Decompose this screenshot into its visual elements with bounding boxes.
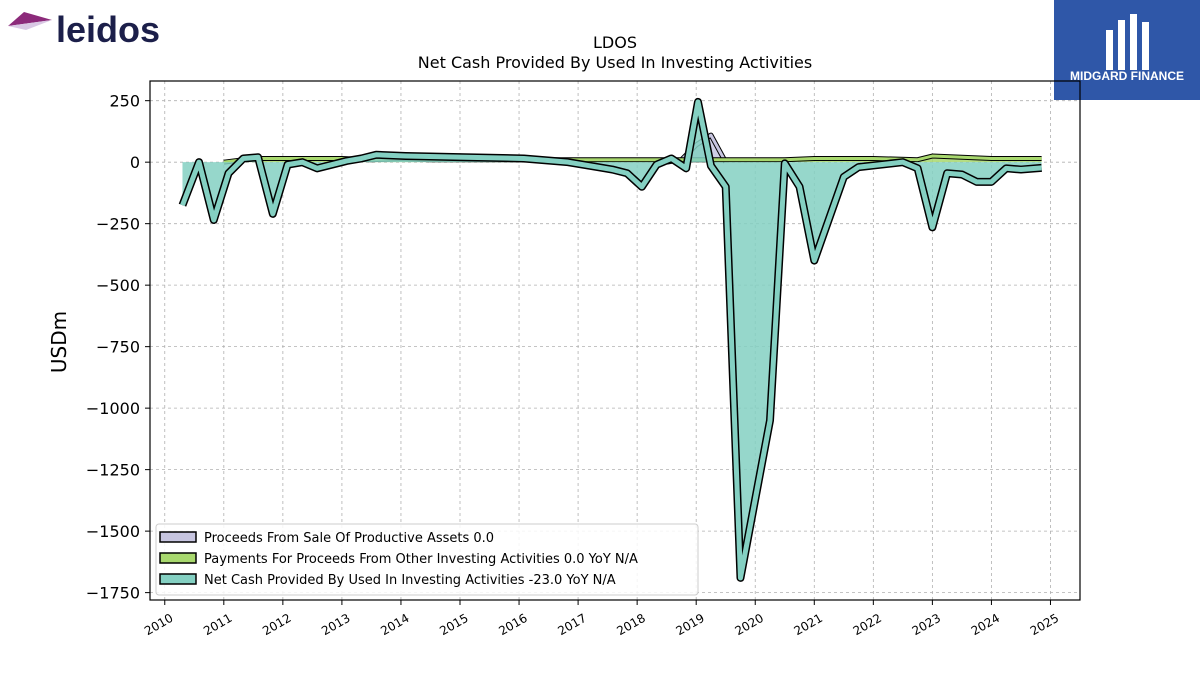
x-tick-label: 2014 xyxy=(378,611,411,638)
y-axis-label: USDm xyxy=(47,311,71,373)
y-tick-label: −250 xyxy=(96,215,140,234)
x-tick-label: 2024 xyxy=(969,611,1002,638)
net-cash-provided-by-used-in-investing-activities-line xyxy=(180,99,1042,581)
midgard-finance-emblem: MIDGARD FINANCE xyxy=(1070,14,1184,83)
x-tick-label: 2010 xyxy=(142,611,175,638)
y-tick-label: 0 xyxy=(130,153,140,172)
x-tick-label: 2021 xyxy=(792,611,825,638)
chart-subtitle: Net Cash Provided By Used In Investing A… xyxy=(418,53,812,72)
midgard-finance-logo: MIDGARD FINANCE xyxy=(1054,0,1200,100)
leidos-wordmark: leidos xyxy=(56,9,160,50)
x-tick-label: 2017 xyxy=(555,611,588,638)
x-tick-label: 2016 xyxy=(496,611,529,638)
y-tick-label: −1000 xyxy=(86,399,140,418)
x-tick-label: 2012 xyxy=(260,611,293,638)
y-tick-label: 250 xyxy=(109,92,140,111)
emblem-bar-4 xyxy=(1142,22,1149,70)
midgard-finance-label: MIDGARD FINANCE xyxy=(1070,69,1184,83)
x-tick-label: 2019 xyxy=(673,611,706,638)
y-tick-label: −1250 xyxy=(86,461,140,480)
series-layer xyxy=(178,97,1042,582)
legend-entry: Proceeds From Sale Of Productive Assets … xyxy=(204,531,494,546)
x-tick-label: 2018 xyxy=(614,611,647,638)
legend: Proceeds From Sale Of Productive Assets … xyxy=(155,523,699,596)
net-cash-provided-by-used-in-investing-activities-outline xyxy=(178,97,1042,582)
legend-swatch xyxy=(159,552,197,564)
x-tick-label: 2015 xyxy=(437,611,470,638)
emblem-bar-2 xyxy=(1118,20,1125,70)
x-tick-label: 2025 xyxy=(1028,611,1061,638)
legend-entry: Payments For Proceeds From Other Investi… xyxy=(204,552,638,567)
legend-swatch xyxy=(159,573,197,585)
x-tick-label: 2020 xyxy=(733,611,766,638)
x-tick-label: 2022 xyxy=(851,611,884,638)
emblem-bar-1 xyxy=(1106,30,1113,70)
x-tick-label: 2013 xyxy=(319,611,352,638)
leidos-mark-light xyxy=(8,20,52,30)
chart-title: LDOS xyxy=(593,33,637,52)
legend-swatch xyxy=(159,531,197,543)
y-tick-label: −750 xyxy=(96,338,140,357)
leidos-logo: leidos xyxy=(8,9,160,50)
legend-box xyxy=(155,523,699,596)
x-tick-label: 2011 xyxy=(201,611,234,638)
plot-frame xyxy=(149,80,1081,601)
x-tick-label: 2023 xyxy=(910,611,943,638)
legend-entry: Net Cash Provided By Used In Investing A… xyxy=(204,573,616,588)
leidos-mark-dark xyxy=(8,12,52,26)
y-tick-label: −500 xyxy=(96,276,140,295)
payments-for-proceeds-from-other-investing-activities-line xyxy=(223,154,1042,164)
axes: 2010 2011 2012 2013 2014 2015 2016 2017 2018 2019… xyxy=(86,92,1061,639)
emblem-bar-3 xyxy=(1130,14,1137,70)
y-tick-label: −1500 xyxy=(86,522,140,541)
y-tick-label: −1750 xyxy=(86,584,140,603)
